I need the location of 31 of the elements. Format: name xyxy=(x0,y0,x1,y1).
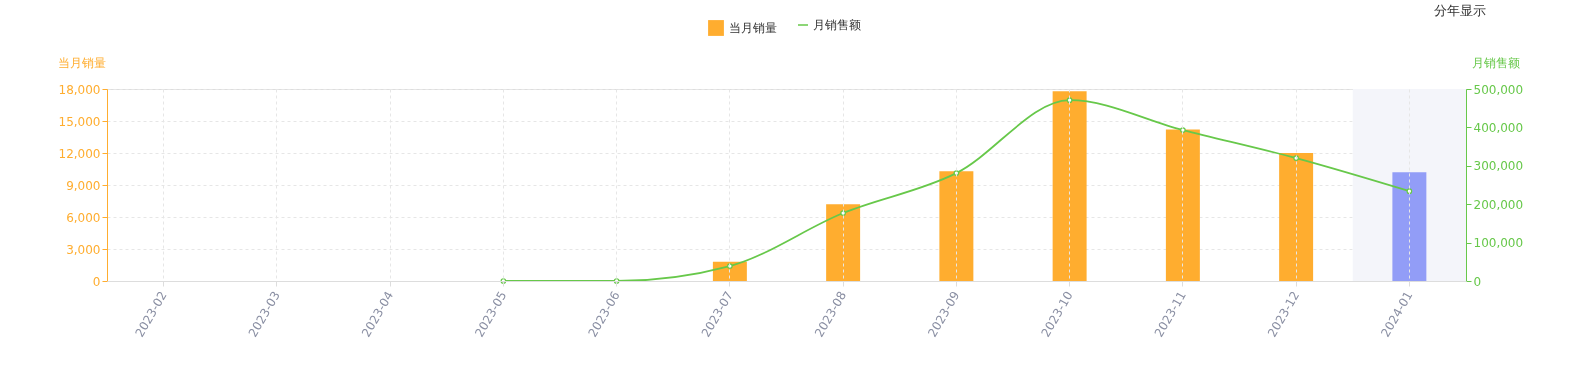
y-tick-label: 3,000 xyxy=(66,242,101,257)
bar xyxy=(1279,153,1314,281)
point xyxy=(840,210,846,216)
y-tick-label: 15,000 xyxy=(58,114,101,129)
y-tick-label: 0 xyxy=(92,274,101,289)
y2-tick-label: 500,000 xyxy=(1473,82,1524,97)
y2-tick-label: 300,000 xyxy=(1473,159,1524,174)
point xyxy=(953,170,960,176)
y2-tick-label: 400,000 xyxy=(1473,120,1524,135)
point xyxy=(727,263,733,269)
y-tick-label: 12,000 xyxy=(58,146,101,161)
text: 分年显示 xyxy=(1434,3,1486,18)
y-tick-label: 18,000 xyxy=(58,82,101,97)
y2-axis-title: 月销售额 xyxy=(1471,55,1520,70)
bar xyxy=(1052,91,1087,281)
y-axis-title: 当月销量 xyxy=(57,55,106,70)
bar xyxy=(939,171,974,281)
y2-tick-label: 0 xyxy=(1473,274,1482,289)
point xyxy=(1406,188,1413,194)
bar xyxy=(1392,172,1427,281)
legend-label: 当月销量 xyxy=(729,21,777,35)
bar xyxy=(1165,129,1200,281)
point xyxy=(1180,127,1186,133)
legend-label: 月销售额 xyxy=(813,18,861,32)
y2-tick-label: 100,000 xyxy=(1473,236,1524,251)
y2-tick-label: 200,000 xyxy=(1473,197,1524,212)
bar xyxy=(826,204,861,281)
point xyxy=(1066,97,1073,103)
y-tick-label: 6,000 xyxy=(66,210,101,225)
y-tick-label: 9,000 xyxy=(66,178,101,193)
point xyxy=(1293,155,1299,161)
